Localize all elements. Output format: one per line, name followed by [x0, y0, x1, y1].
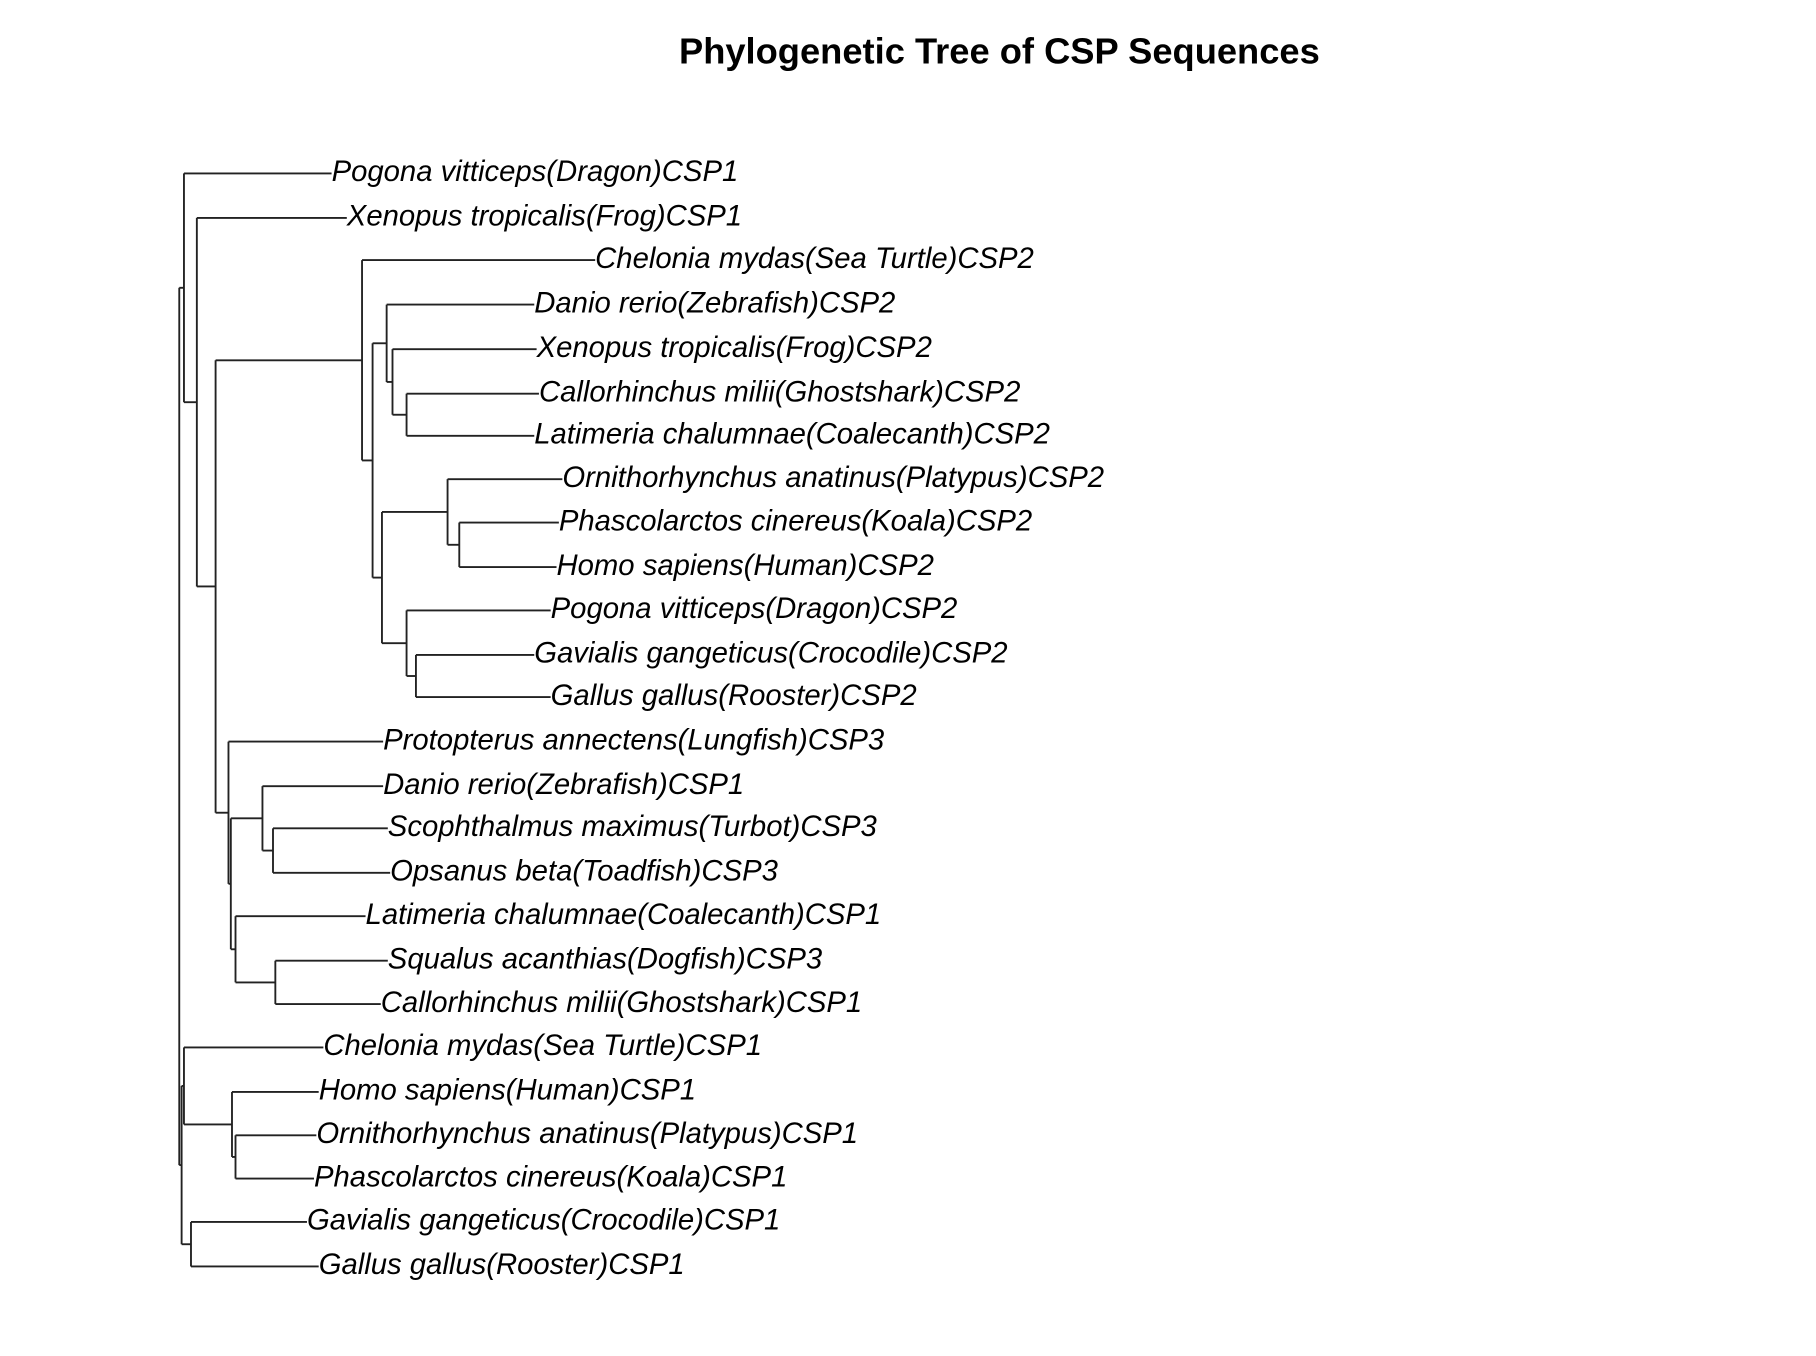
- leaf-label: Danio rerio(Zebrafish)CSP2: [534, 286, 895, 319]
- leaf-label: Squalus acanthias(Dogfish)CSP3: [388, 942, 823, 975]
- leaf-label: Homo sapiens(Human)CSP1: [319, 1074, 696, 1107]
- leaf-label: Homo sapiens(Human)CSP2: [557, 549, 934, 582]
- leaf-label: Ornithorhynchus anatinus(Platypus)CSP1: [316, 1117, 858, 1150]
- leaf-label: Pogona vitticeps(Dragon)CSP2: [551, 592, 958, 625]
- leaf-label: Callorhinchus milii(Ghostshark)CSP2: [539, 375, 1020, 408]
- leaf-label: Scophthalmus maximus(Turbot)CSP3: [388, 810, 878, 843]
- leaf-label: Chelonia mydas(Sea Turtle)CSP1: [323, 1029, 762, 1062]
- leaf-label: Gavialis gangeticus(Crocodile)CSP1: [307, 1204, 780, 1237]
- leaf-label: Danio rerio(Zebrafish)CSP1: [383, 768, 744, 801]
- leaf-label: Xenopus tropicalis(Frog)CSP1: [346, 200, 742, 233]
- leaf-label: Xenopus tropicalis(Frog)CSP2: [536, 331, 932, 364]
- leaf-label: Gallus gallus(Rooster)CSP2: [551, 679, 917, 712]
- leaf-label: Opsanus beta(Toadfish)CSP3: [390, 855, 778, 888]
- leaf-label: Gavialis gangeticus(Crocodile)CSP2: [534, 637, 1007, 670]
- leaf-label: Phascolarctos cinereus(Koala)CSP2: [559, 504, 1032, 537]
- leaf-label: Protopterus annectens(Lungfish)CSP3: [383, 723, 885, 756]
- leaf-label: Latimeria chalumnae(Coalecanth)CSP2: [534, 418, 1050, 451]
- leaf-label: Gallus gallus(Rooster)CSP1: [319, 1248, 685, 1281]
- leaf-label: Phascolarctos cinereus(Koala)CSP1: [314, 1160, 787, 1193]
- leaf-label: Callorhinchus milii(Ghostshark)CSP1: [381, 986, 862, 1019]
- leaf-label: Chelonia mydas(Sea Turtle)CSP2: [595, 242, 1034, 275]
- leaf-label: Latimeria chalumnae(Coalecanth)CSP1: [366, 898, 882, 931]
- leaf-label: Pogona vitticeps(Dragon)CSP1: [332, 155, 739, 188]
- leaf-label: Ornithorhynchus anatinus(Platypus)CSP2: [562, 461, 1104, 494]
- title: Phylogenetic Tree of CSP Sequences: [679, 30, 1320, 71]
